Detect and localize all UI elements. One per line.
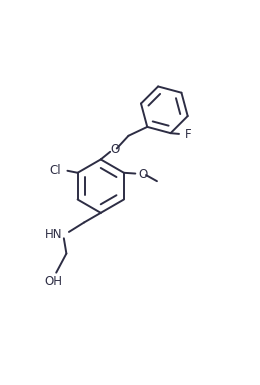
Text: F: F [185,128,191,141]
Text: Cl: Cl [49,164,61,177]
Text: HN: HN [45,228,63,241]
Text: O: O [138,167,148,181]
Text: O: O [110,143,119,156]
Text: OH: OH [45,275,63,288]
